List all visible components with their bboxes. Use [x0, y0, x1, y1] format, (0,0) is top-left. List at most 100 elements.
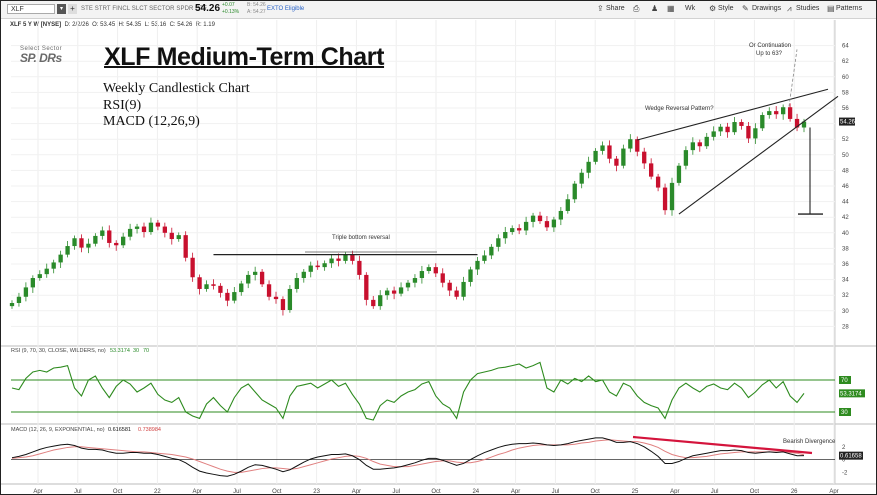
candle-body: [614, 158, 619, 166]
candle-body: [544, 221, 550, 228]
drawings-icon[interactable]: ✎: [742, 4, 749, 13]
candle-body: [468, 269, 473, 282]
style-icon[interactable]: ⚙: [709, 4, 717, 13]
y-tick-label: 38: [842, 246, 849, 252]
share-icon[interactable]: ⇪: [597, 4, 604, 13]
candle-body: [141, 226, 147, 233]
candle-body: [79, 238, 84, 248]
style-menu[interactable]: Style: [718, 5, 734, 12]
rsi-line: [11, 361, 805, 421]
patterns-menu[interactable]: Patterns: [836, 5, 863, 12]
candle-body: [739, 122, 744, 126]
rsi-header: RSI (9, 70, 30, CLOSE, WILDERS, no): [11, 348, 106, 354]
candle-body: [746, 125, 751, 139]
candle-body: [503, 232, 508, 239]
candle-body: [676, 165, 682, 183]
candle-body: [537, 215, 543, 222]
candle-body: [725, 126, 730, 133]
candle-body: [419, 271, 425, 279]
timeframe-selector[interactable]: Wk: [685, 5, 696, 12]
macd-tick-label: 0: [842, 458, 846, 464]
candle-body: [266, 284, 272, 297]
price-change: +0.07 +0.13%: [222, 2, 239, 16]
y-tick-label: 64: [842, 44, 849, 50]
candle-body: [558, 210, 563, 220]
candle-body: [572, 183, 577, 200]
macd-line: [11, 437, 805, 477]
x-tick-label: 25: [632, 489, 639, 495]
print-icon[interactable]: ⎙: [633, 4, 640, 13]
x-tick-label: Oct: [591, 489, 601, 495]
y-tick-label: 30: [842, 309, 849, 315]
candle-body: [517, 228, 522, 231]
candle-body: [593, 150, 598, 162]
candle-body: [482, 255, 487, 261]
bearish-divergence-label: Bearish Divergence: [783, 439, 836, 445]
studies-menu[interactable]: Studies: [796, 5, 820, 12]
candle-body: [774, 111, 779, 115]
calendar-icon[interactable]: ▦: [667, 4, 675, 13]
bar-high: H: 54.35: [118, 22, 142, 28]
symbol-input[interactable]: XLF: [7, 4, 55, 14]
ohlc-info: XLF 5 Y W [NYSE] D: 2/2/26 O: 53.45 H: 5…: [10, 22, 215, 28]
candle-body: [232, 292, 237, 301]
y-tick-label: 60: [842, 75, 849, 81]
candle-body: [183, 235, 188, 258]
studies-icon[interactable]: ⩘: [787, 4, 792, 13]
subtitle-macd: MACD (12,26,9): [103, 114, 200, 129]
subtitle-rsi: RSI(9): [103, 98, 142, 113]
candle-body: [51, 262, 56, 269]
candle-body: [551, 219, 557, 228]
candle-body: [72, 238, 77, 247]
candle-body: [412, 278, 418, 283]
candle-body: [86, 243, 91, 248]
candle-body: [16, 296, 22, 303]
spdr-logo: Select Sector SP. DRs: [20, 46, 62, 65]
candle-body: [732, 122, 737, 133]
candle-body: [315, 265, 320, 268]
alert-icon[interactable]: ♟: [651, 4, 659, 13]
bar-low: L: 53.16: [144, 22, 167, 28]
candle-body: [565, 199, 570, 211]
add-symbol-icon[interactable]: +: [68, 4, 77, 14]
x-tick-label: Jul: [392, 489, 400, 495]
fund-name: STE STRT FINCL SLCT SECTOR SPDR ETF: [81, 6, 207, 12]
symbol-dropdown-icon[interactable]: ▾: [57, 4, 66, 14]
patterns-icon[interactable]: ▤: [827, 4, 835, 13]
candle-body: [781, 107, 786, 115]
candle-body: [329, 258, 334, 264]
candle-body: [100, 230, 105, 236]
candle-body: [121, 236, 126, 246]
candle-body: [218, 285, 223, 293]
x-tick-label: Jul: [74, 489, 82, 495]
candle-body: [655, 176, 661, 188]
triple-bottom-label: Triple bottom reversal: [332, 235, 390, 241]
candle-body: [496, 238, 501, 247]
candle-body: [322, 263, 327, 268]
candle-body: [475, 260, 480, 270]
x-tick-label: Oct: [113, 489, 123, 495]
candle-body: [447, 282, 452, 291]
rsi-header-value: 53.3174: [110, 348, 130, 354]
share-button[interactable]: Share: [606, 5, 625, 12]
candle-body: [621, 148, 626, 166]
exto-eligible-link[interactable]: EXTO Eligible: [267, 6, 305, 12]
y-tick-label: 44: [842, 200, 849, 206]
candle-body: [259, 271, 265, 285]
candle-body: [114, 242, 119, 246]
candle-body: [718, 126, 723, 132]
candle-body: [704, 136, 709, 147]
candle-body: [287, 288, 293, 311]
x-tick-label: 24: [472, 489, 479, 495]
y-tick-label: 32: [842, 293, 849, 299]
drawings-menu[interactable]: Drawings: [752, 5, 782, 12]
continuation-target-label: Up to 63?: [756, 51, 783, 57]
wedge-lower-line: [678, 95, 839, 215]
x-tick-label: 26: [791, 489, 798, 495]
rsi-level-tag-text: 70: [841, 378, 848, 384]
candle-body: [794, 118, 800, 128]
x-tick-label: Apr: [511, 489, 520, 495]
x-tick-label: 23: [313, 489, 320, 495]
y-tick-label: 52: [842, 137, 849, 143]
